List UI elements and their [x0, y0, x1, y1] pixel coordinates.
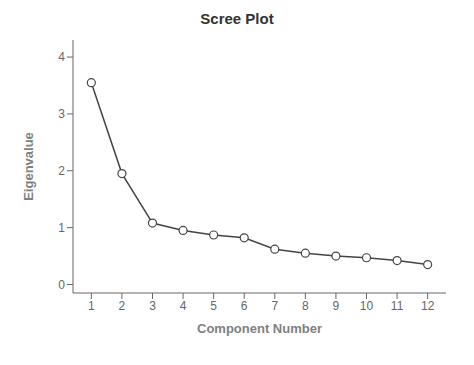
svg-text:9: 9: [333, 299, 340, 313]
html-text:Scree Plot: Scree Plot: [200, 10, 274, 27]
svg-text:2: 2: [58, 164, 65, 178]
svg-text:1: 1: [88, 299, 95, 313]
svg-text:0: 0: [58, 278, 65, 292]
svg-text:Eigenvalue: Eigenvalue: [21, 132, 36, 201]
svg-text:5: 5: [210, 299, 217, 313]
svg-text:10: 10: [360, 299, 374, 313]
svg-text:3: 3: [58, 107, 65, 121]
svg-text:Component Number: Component Number: [197, 321, 322, 336]
svg-text:12: 12: [421, 299, 435, 313]
svg-text:4: 4: [180, 299, 187, 313]
svg-text:6: 6: [241, 299, 248, 313]
svg-text:7: 7: [271, 299, 278, 313]
svg-text:4: 4: [58, 50, 65, 64]
svg-text:11: 11: [391, 299, 404, 313]
svg-text:1: 1: [58, 221, 65, 235]
svg-text:8: 8: [302, 299, 309, 313]
svg-text:2: 2: [119, 299, 126, 313]
svg-text:3: 3: [149, 299, 156, 313]
